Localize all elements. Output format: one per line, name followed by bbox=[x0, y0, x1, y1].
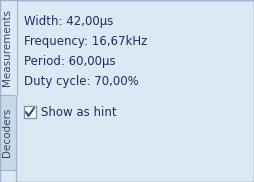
Text: Frequency: 16,67kHz: Frequency: 16,67kHz bbox=[24, 35, 147, 48]
FancyBboxPatch shape bbox=[0, 95, 16, 170]
Text: Measurements: Measurements bbox=[2, 9, 12, 86]
Text: Width: 42,00µs: Width: 42,00µs bbox=[24, 15, 113, 29]
Text: Decoders: Decoders bbox=[2, 108, 12, 157]
FancyBboxPatch shape bbox=[0, 0, 17, 95]
Bar bbox=[24, 106, 36, 118]
Text: Show as hint: Show as hint bbox=[41, 106, 117, 118]
Text: Period: 60,00µs: Period: 60,00µs bbox=[24, 56, 116, 68]
Text: Duty cycle: 70,00%: Duty cycle: 70,00% bbox=[24, 76, 139, 88]
